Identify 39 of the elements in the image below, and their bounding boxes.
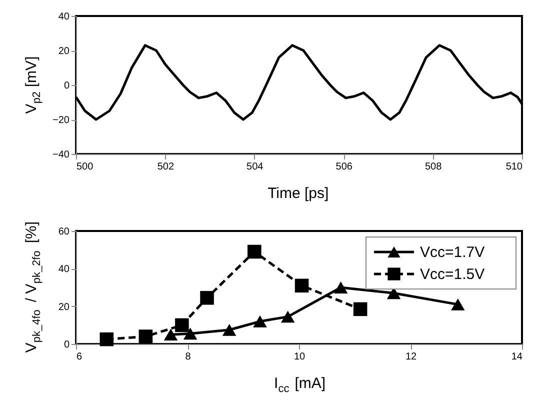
y-tick-label: 0 [64,80,70,92]
point [248,244,262,259]
y-tick-label: 60 [58,226,70,238]
x-tick-label: 508 [424,162,442,172]
x-tick-label: 12 [405,352,417,362]
legend-label: Vcc=1.7V [420,244,485,261]
y-tick-label: 20 [58,302,70,313]
point [334,282,348,294]
x-tick-label: 500 [76,162,94,172]
point [353,302,368,316]
y-tick-label: −40 [52,150,70,160]
y-axis-title: Vpk_4fo / Vpk_2fo [%] [23,221,43,353]
point [175,318,189,332]
x-tick-label: 6 [76,352,82,362]
x-tick-label: 506 [336,162,353,172]
point [164,328,178,341]
point [222,324,236,336]
x-tick-label: 10 [294,352,306,362]
point [183,328,198,340]
point [253,315,267,328]
y-tick-label: −20 [52,115,70,126]
legend-label: Vcc=1.5V [420,266,485,283]
point [138,330,153,344]
x-tick-label: 504 [246,162,264,172]
x-tick-label: 14 [511,352,523,362]
y-tick-label: 0 [64,340,70,350]
y-tick-label: 40 [58,264,70,276]
x-tick-label: 502 [157,162,174,172]
y-tick-label: 20 [58,46,70,57]
point [280,310,295,323]
point [450,298,465,310]
point [100,332,114,346]
y-tick-label: 40 [58,12,70,22]
x-axis-title: Time [ps] [268,185,329,202]
point [294,278,309,293]
x-tick-label: 8 [185,352,192,362]
point [200,290,214,305]
y-axis-title: Vp2 [mV] [23,56,43,114]
x-tick-label: 510 [506,162,523,172]
